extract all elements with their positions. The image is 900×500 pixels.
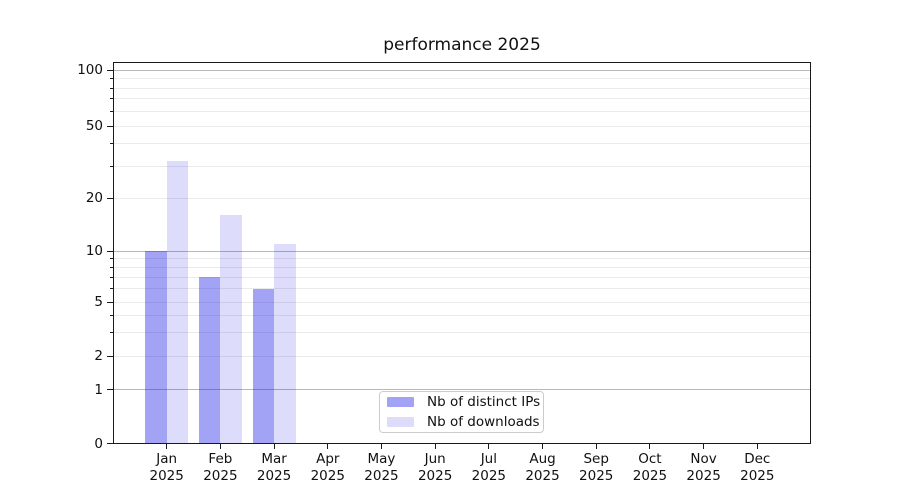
minor-gridline: [114, 331, 810, 333]
legend-swatch-downloads-icon: [387, 417, 414, 427]
x-tick-label: Jul 2025: [471, 451, 507, 484]
y-minor-tick: [109, 165, 113, 167]
bar-distinct-ips: [145, 251, 167, 443]
minor-gridline: [114, 301, 810, 303]
minor-gridline: [114, 98, 810, 100]
x-tick: [327, 443, 329, 449]
y-minor-tick: [109, 98, 113, 100]
y-tick-label: 10: [85, 243, 103, 259]
x-tick-label: Sep 2025: [579, 451, 614, 484]
minor-gridline: [114, 125, 810, 127]
x-tick-label: Apr 2025: [310, 451, 345, 484]
x-tick: [273, 443, 275, 449]
x-tick-label: Nov 2025: [686, 451, 721, 484]
x-tick-label: Mar 2025: [256, 451, 292, 484]
y-minor-tick: [109, 258, 113, 260]
y-tick: [107, 125, 113, 127]
x-tick-label: Aug 2025: [525, 451, 560, 484]
y-minor-tick: [109, 87, 113, 89]
minor-gridline: [114, 143, 810, 145]
y-minor-tick: [109, 288, 113, 290]
minor-gridline: [114, 276, 810, 278]
minor-gridline: [114, 78, 810, 79]
x-tick: [166, 443, 168, 449]
bar-downloads: [166, 161, 189, 443]
minor-gridline: [114, 266, 810, 268]
minor-gridline: [114, 258, 810, 260]
bar-downloads: [220, 215, 242, 443]
y-minor-tick: [109, 314, 113, 316]
y-tick: [107, 355, 113, 357]
x-tick: [219, 443, 221, 449]
legend-label-downloads: Nb of downloads: [427, 414, 540, 430]
legend-swatch-distinct-ips-icon: [387, 397, 414, 407]
x-tick-label: Oct 2025: [632, 451, 668, 484]
x-tick: [756, 443, 758, 449]
legend-label-distinct-ips: Nb of distinct IPs: [427, 394, 541, 410]
bar-downloads: [274, 243, 296, 443]
plot-area: [113, 62, 811, 444]
y-tick: [107, 69, 113, 71]
y-minor-tick: [109, 143, 113, 145]
y-tick-label: 2: [94, 348, 103, 364]
bar-distinct-ips: [252, 288, 275, 443]
y-tick: [107, 197, 113, 199]
y-tick-label: 20: [85, 190, 103, 206]
x-tick: [434, 443, 436, 449]
minor-gridline: [114, 355, 810, 357]
y-tick-label: 0: [94, 435, 103, 452]
major-gridline: [114, 389, 810, 390]
y-tick-label: 1: [94, 381, 103, 398]
y-minor-tick: [109, 266, 113, 268]
y-tick: [107, 443, 113, 444]
x-tick: [703, 443, 705, 449]
minor-gridline: [114, 110, 810, 112]
minor-gridline: [114, 87, 810, 89]
legend-item-downloads: Nb of downloads: [380, 412, 543, 432]
minor-gridline: [114, 288, 810, 290]
y-tick: [107, 389, 113, 390]
y-minor-tick: [109, 331, 113, 333]
x-tick: [488, 443, 490, 449]
minor-gridline: [114, 165, 810, 167]
chart-title: performance 2025: [383, 35, 541, 55]
y-tick: [107, 301, 113, 303]
y-minor-tick: [109, 78, 113, 79]
minor-gridline: [114, 197, 810, 199]
bar-distinct-ips: [198, 277, 221, 443]
y-minor-tick: [109, 276, 113, 278]
y-minor-tick: [109, 110, 113, 112]
x-tick-label: May 2025: [364, 451, 399, 484]
x-tick: [649, 443, 651, 449]
x-tick: [380, 443, 382, 449]
x-tick: [595, 443, 597, 449]
y-tick-label: 5: [94, 294, 103, 310]
x-tick: [542, 443, 544, 449]
x-tick-label: Jan 2025: [149, 451, 184, 484]
x-tick-label: Dec 2025: [740, 451, 775, 484]
y-tick: [107, 250, 113, 252]
legend-item-distinct-ips: Nb of distinct IPs: [380, 392, 543, 412]
major-gridline: [114, 250, 810, 252]
x-tick-label: Jun 2025: [417, 451, 453, 484]
legend: Nb of distinct IPs Nb of downloads: [379, 391, 544, 433]
y-tick-label: 50: [85, 118, 103, 134]
minor-gridline: [114, 314, 810, 316]
major-gridline: [114, 69, 810, 71]
x-tick-label: Feb 2025: [203, 451, 238, 484]
y-tick-label: 100: [77, 62, 103, 78]
